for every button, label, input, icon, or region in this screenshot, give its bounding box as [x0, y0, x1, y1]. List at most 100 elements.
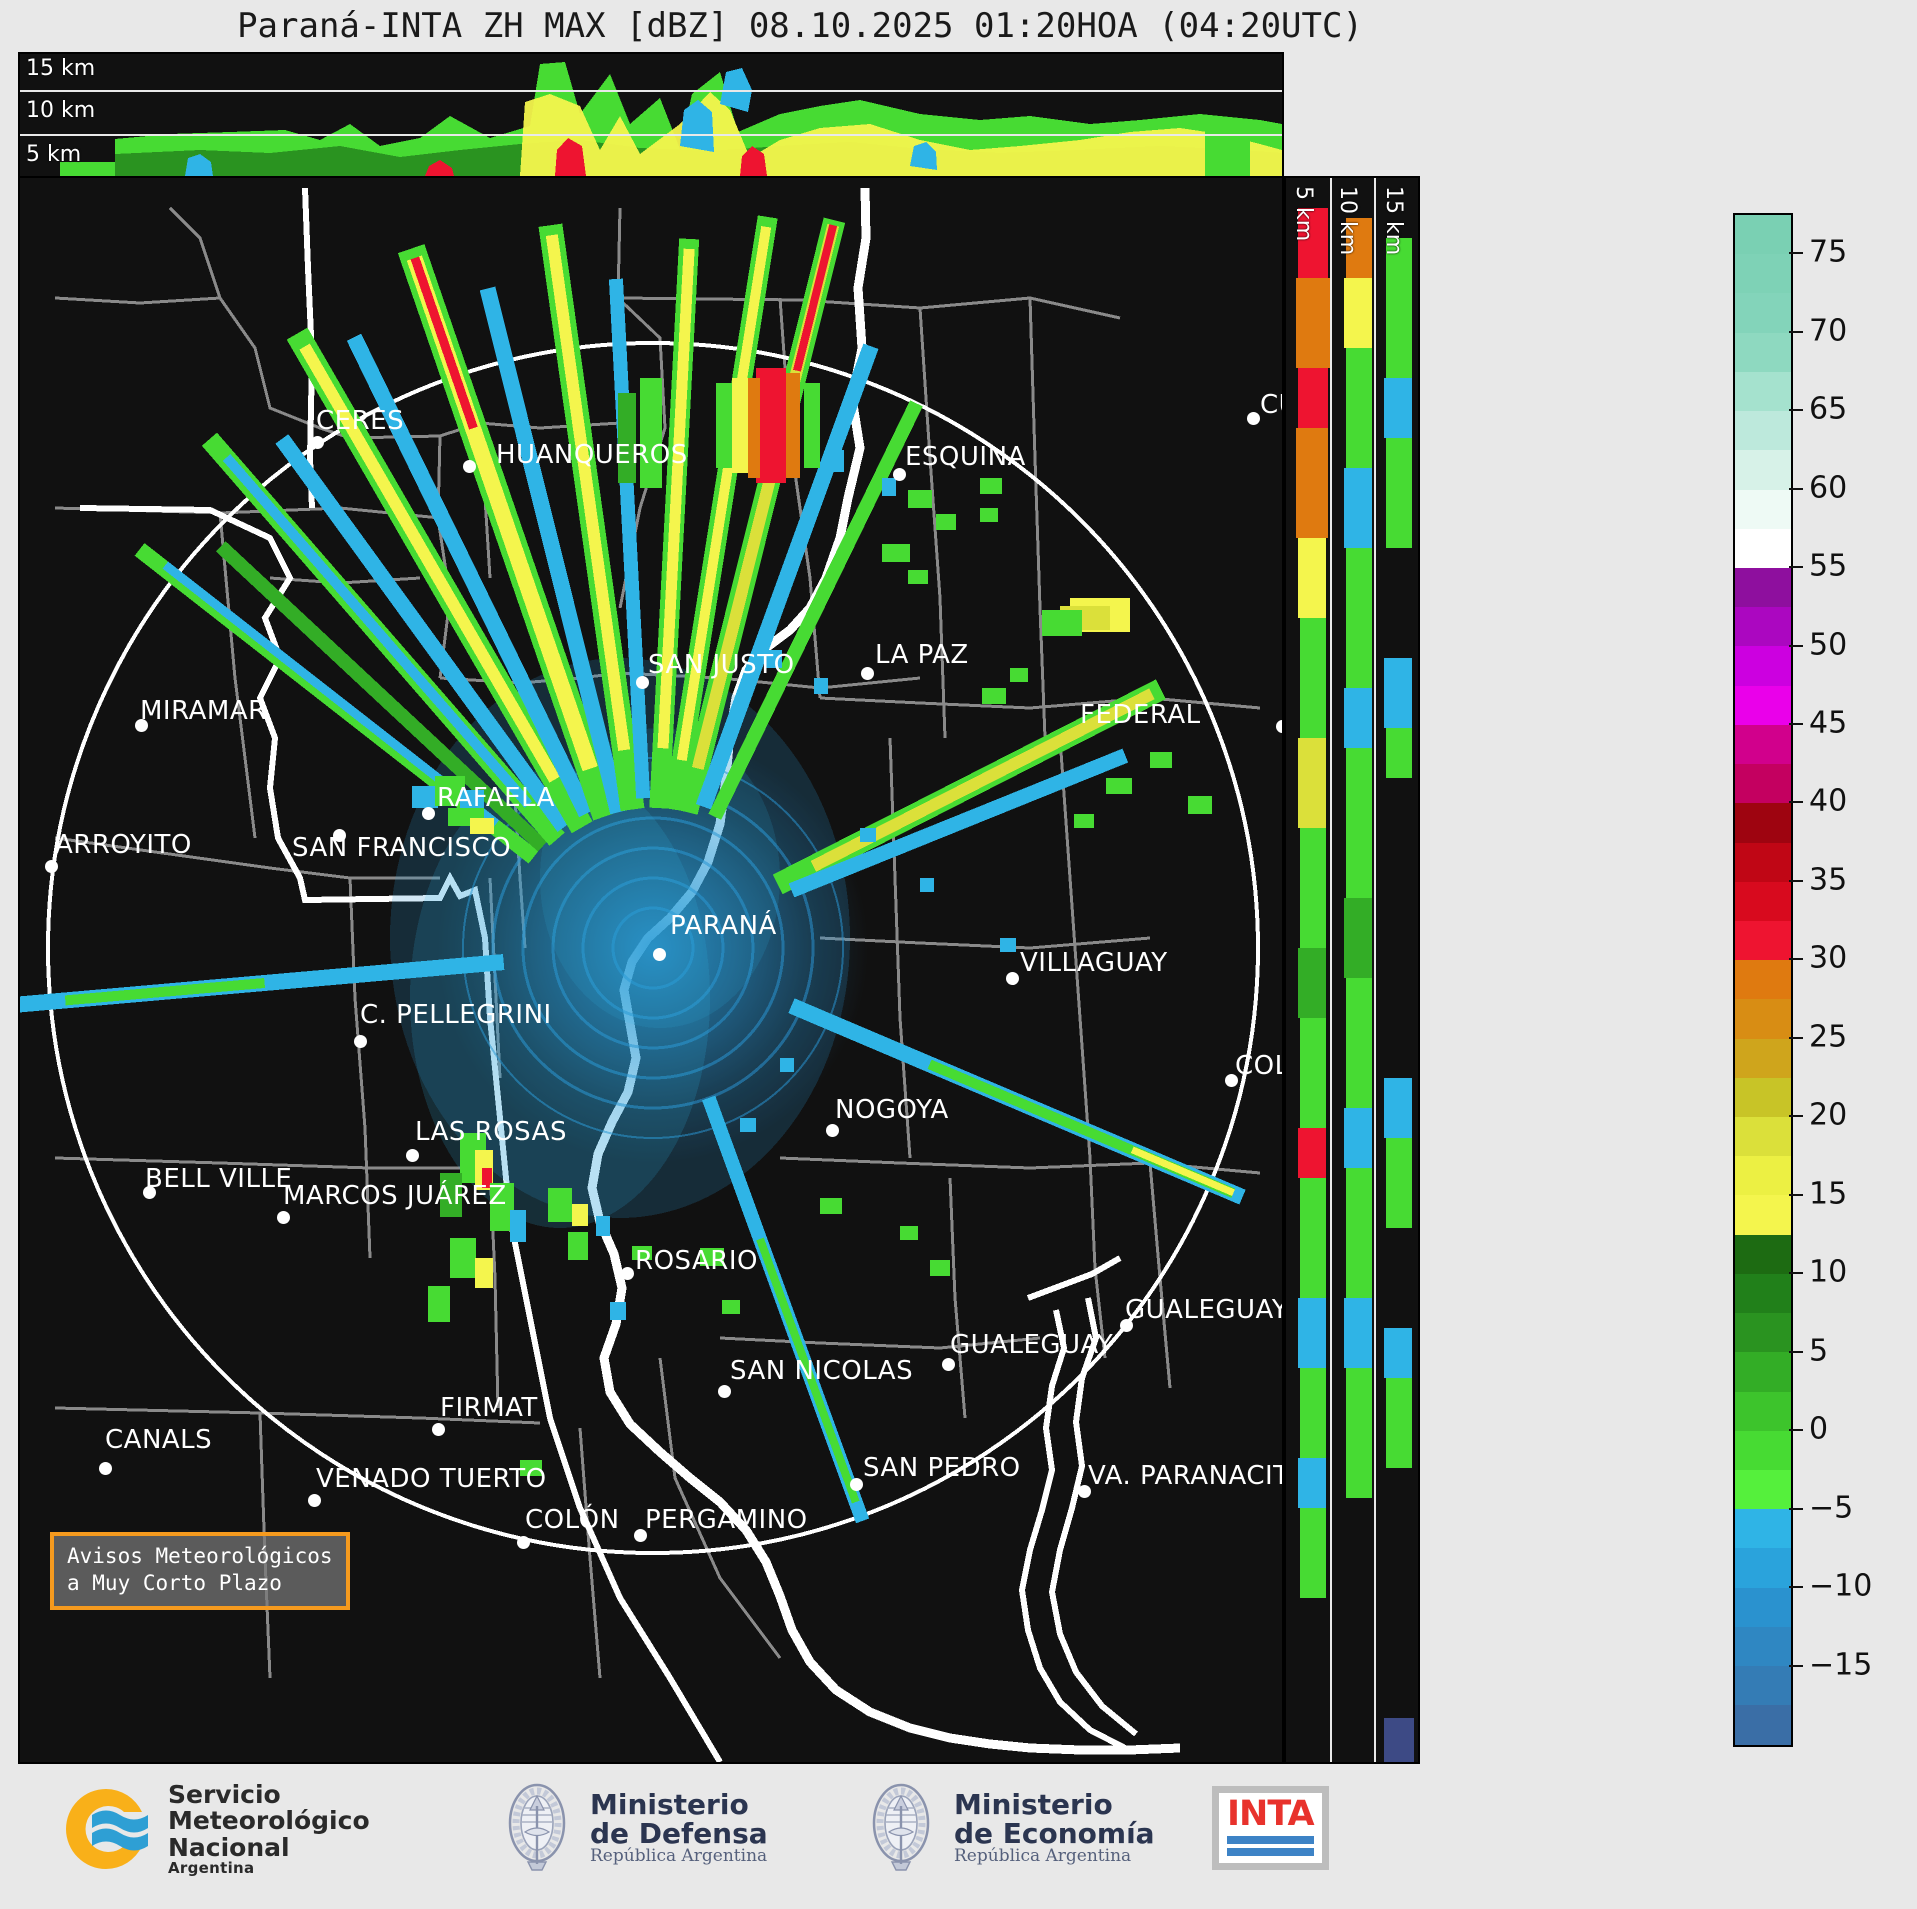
colorbar — [1733, 213, 1793, 1747]
colorbar-segment — [1735, 1117, 1791, 1157]
radar-map-graphics — [20, 178, 1282, 1762]
colorbar-tick-mark — [1789, 252, 1803, 255]
colorbar-tick-label: 45 — [1809, 705, 1848, 741]
colorbar-tick-label: 20 — [1809, 1097, 1848, 1133]
colorbar-segment — [1735, 999, 1791, 1039]
cross-section-right-echoes — [1296, 208, 1414, 1762]
colorbar-segment — [1735, 803, 1791, 843]
colorbar-tick-mark — [1789, 644, 1803, 647]
cross-section-top-echoes — [60, 62, 1282, 176]
colorbar-tick-label: −15 — [1809, 1647, 1873, 1683]
colorbar-tick-mark — [1789, 958, 1803, 961]
city-marker — [636, 676, 649, 689]
colorbar-segment — [1735, 293, 1791, 333]
city-marker — [826, 1124, 839, 1137]
colorbar-segment — [1735, 567, 1791, 608]
altitude-label-5km: 5 km — [26, 142, 82, 167]
colorbar-tick-mark — [1789, 566, 1803, 569]
city-marker — [942, 1358, 955, 1371]
colorbar-tick-label: 55 — [1809, 548, 1848, 584]
colorbar-segment — [1735, 371, 1791, 412]
city-marker — [1276, 720, 1282, 733]
colorbar-segment — [1735, 1195, 1791, 1235]
city-marker — [861, 667, 874, 680]
city-marker — [432, 1423, 445, 1436]
logo-ministerio-defensa: Ministerio de Defensa República Argentin… — [498, 1778, 768, 1878]
argentina-shield-icon — [508, 1783, 566, 1871]
cross-section-right-panel: 5 km 10 km 15 km — [1284, 176, 1420, 1764]
colorbar-segment — [1735, 764, 1791, 804]
colorbar-segment — [1735, 724, 1791, 765]
colorbar-segment — [1735, 489, 1791, 529]
colorbar-tick-label: 35 — [1809, 862, 1848, 898]
colorbar-tick-label: 5 — [1809, 1333, 1829, 1369]
colorbar-segment — [1735, 1038, 1791, 1078]
colorbar-tick-mark — [1789, 1586, 1803, 1589]
range-gridline-5km — [1330, 178, 1332, 1762]
colorbar-segment — [1735, 1352, 1791, 1392]
colorbar-segment — [1735, 960, 1791, 1000]
colorbar-segment — [1735, 842, 1791, 882]
altitude-label-15km: 15 km — [26, 56, 96, 81]
range-label-10km: 10 km — [1335, 186, 1360, 256]
colorbar-tick-mark — [1789, 1507, 1803, 1510]
colorbar-tick-mark — [1789, 879, 1803, 882]
colorbar-segment — [1735, 450, 1791, 490]
economia-line-2: de Economía — [954, 1817, 1155, 1851]
colorbar-segment — [1735, 1509, 1791, 1549]
colorbar-tick-label: 25 — [1809, 1019, 1848, 1055]
colorbar-segment — [1735, 1587, 1791, 1627]
convective-cells-federal — [1042, 598, 1130, 636]
city-marker — [1247, 412, 1260, 425]
smn-logo-icon — [66, 1789, 148, 1870]
colorbar-segment — [1735, 646, 1791, 686]
colorbar-segment — [1735, 1391, 1791, 1431]
colorbar-segment — [1735, 1313, 1791, 1353]
range-label-15km: 15 km — [1381, 186, 1406, 256]
colorbar-tick-mark — [1789, 330, 1803, 333]
logo-smn: Servicio Meteorológico Nacional Argentin… — [58, 1780, 370, 1877]
footer-logos: Servicio Meteorológico Nacional Argentin… — [0, 1768, 1917, 1909]
city-marker — [143, 1186, 156, 1199]
city-marker — [308, 1494, 321, 1507]
city-marker — [1225, 1074, 1238, 1087]
colorbar-segment — [1735, 1626, 1791, 1667]
altitude-gridline-15km — [20, 90, 1282, 92]
scattered-weak-echoes — [610, 450, 1016, 1320]
defensa-line-3: República Argentina — [590, 1846, 768, 1867]
colorbar-tick-mark — [1789, 1193, 1803, 1196]
economia-line-1: Ministerio — [954, 1787, 1113, 1821]
colorbar-segment — [1735, 332, 1791, 372]
colorbar-segment — [1735, 1548, 1791, 1588]
colorbar-tick-label: 70 — [1809, 313, 1848, 349]
colorbar-tick-label: 50 — [1809, 627, 1848, 663]
colorbar-tick-label: −5 — [1809, 1490, 1854, 1526]
colorbar-segment — [1735, 215, 1791, 255]
range-gridline-10km — [1374, 178, 1376, 1762]
warning-line-1: Avisos Meteorológicos — [67, 1544, 333, 1568]
warning-legend-box[interactable]: Avisos Meteorológicos a Muy Corto Plazo — [50, 1532, 350, 1610]
city-marker — [406, 1149, 419, 1162]
city-marker — [311, 436, 324, 449]
colorbar-segment — [1735, 1234, 1791, 1274]
colorbar-segment — [1735, 1470, 1791, 1510]
range-ring — [46, 341, 1260, 1555]
economia-line-3: República Argentina — [954, 1846, 1132, 1867]
city-marker — [1078, 1485, 1091, 1498]
city-marker — [1120, 1319, 1133, 1332]
smn-line-3: Nacional — [168, 1832, 290, 1862]
colorbar-tick-mark — [1789, 723, 1803, 725]
convective-cells-ne — [618, 368, 820, 488]
altitude-label-10km: 10 km — [26, 98, 96, 123]
city-marker — [517, 1536, 530, 1549]
colorbar-tick-label: 30 — [1809, 940, 1848, 976]
colorbar-tick-label: 60 — [1809, 470, 1848, 506]
argentina-shield-icon — [872, 1783, 930, 1871]
colorbar-segment — [1735, 920, 1791, 961]
smn-line-1: Servicio — [168, 1780, 281, 1809]
convective-cells-sw — [428, 1133, 610, 1322]
city-marker — [333, 829, 346, 842]
colorbar-segment — [1735, 1077, 1791, 1118]
city-marker — [621, 1267, 634, 1280]
